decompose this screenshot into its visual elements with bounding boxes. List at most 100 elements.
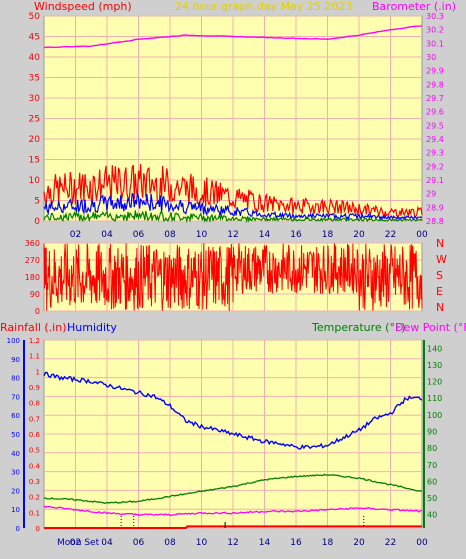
barometer-tick-label: 29.8 — [426, 80, 444, 89]
barometer-tick-label: 29.2 — [426, 162, 444, 171]
direction-tick-label: 0 — [35, 307, 40, 316]
temperature-tick-label: 60 — [427, 477, 437, 486]
humidity-tick-label: 100 — [7, 337, 20, 345]
mid-series — [43, 243, 423, 312]
windspeed-tick-label: 25 — [29, 115, 40, 125]
x-tick-label: 06 — [133, 230, 145, 240]
moon-set-label: Moon Set — [57, 538, 100, 548]
x-tick-label: 10 — [196, 538, 208, 548]
temperature-tick-label: 40 — [427, 511, 437, 520]
top-grid — [44, 15, 422, 222]
barometer-axis-title: Barometer (.in) — [372, 0, 456, 13]
barometer-tick-label: 28.8 — [426, 217, 444, 226]
humidity-tick-label: 70 — [11, 393, 20, 401]
mid-axes: 0 90 180 270 360 — [25, 239, 40, 316]
humidity-tick-label: 90 — [11, 356, 20, 364]
barometer-tick-label: 30.1 — [426, 39, 444, 48]
temperature-tick-label: 100 — [427, 411, 442, 420]
rain-tick-label: 0.9 — [29, 384, 40, 392]
windspeed-tick-label: 20 — [29, 135, 41, 145]
chart-title: 24 hour graph day May 25 2023 — [175, 0, 352, 13]
x-tick-label: 10 — [196, 230, 208, 240]
x-tick-label: 22 — [385, 230, 396, 240]
windspeed-tick-label: 15 — [29, 156, 40, 166]
temperature-tick-label: 80 — [427, 444, 437, 453]
barometer-tick-label: 30 — [426, 53, 436, 62]
rain-tick-label: 0.4 — [29, 462, 41, 470]
rain-tick-label: 0.2 — [29, 494, 40, 502]
x-tick-label: 18 — [322, 538, 334, 548]
rain-tick-label: 1.2 — [29, 337, 40, 345]
x-tick-label: 08 — [164, 538, 176, 548]
bottom-x-ticks: 02 04 06 08 10 12 14 16 18 20 22 00 — [70, 538, 428, 548]
barometer-tick-label: 29.9 — [426, 67, 444, 76]
x-tick-label: 22 — [385, 538, 396, 548]
windspeed-tick-label: 5 — [34, 197, 40, 207]
humidity-series — [43, 371, 423, 450]
humidity-tick-label: 0 — [16, 525, 20, 533]
x-tick-label: 06 — [133, 538, 145, 548]
bottom-grid — [44, 339, 422, 529]
rain-tick-label: 0.3 — [29, 478, 40, 486]
top-axes: 0 5 10 15 20 25 30 35 40 45 50 28.8 28.9 29 29.1 29.2 29… — [29, 12, 444, 240]
x-tick-label: 02 — [70, 538, 81, 548]
x-tick-label: 14 — [259, 230, 271, 240]
rain-tick-label: 0.5 — [29, 447, 40, 455]
windspeed-tick-label: 30 — [29, 94, 41, 104]
barometer-tick-label: 29.4 — [426, 135, 444, 144]
humidity-axis-title: Humidity — [67, 321, 117, 334]
barometer-tick-label: 29.3 — [426, 149, 444, 158]
direction-tick-label: 180 — [25, 273, 40, 282]
barometer-series — [43, 25, 423, 49]
temperature-tick-label: 130 — [427, 361, 442, 370]
bottom-axes: 0 10 20 30 40 50 60 70 80 90 100 0 0.1 0.2 0.3 0.4 0.5 0.… — [7, 337, 443, 533]
humidity-tick-label: 80 — [11, 375, 20, 383]
barometer-tick-label: 29 — [426, 190, 436, 199]
humidity-tick-label: 60 — [11, 412, 20, 420]
windspeed-tick-label: 40 — [29, 53, 41, 63]
dewpoint-series — [43, 505, 423, 517]
direction-tick-label: 360 — [25, 239, 40, 248]
barometer-tick-label: 29.6 — [426, 108, 444, 117]
humidity-tick-label: 30 — [11, 469, 20, 477]
x-tick-label: 00 — [416, 230, 428, 240]
compass-label-2: S — [436, 269, 443, 282]
compass-label-4: N — [436, 301, 444, 314]
windspeed-axis-title: Windspeed (mph) — [34, 0, 132, 13]
temperature-tick-label: 140 — [427, 344, 442, 353]
wind-gust-series — [43, 164, 423, 218]
barometer-tick-label: 29.5 — [426, 121, 444, 130]
rain-tick-label: 0.1 — [29, 509, 40, 517]
barometer-tick-label: 28.9 — [426, 203, 444, 212]
x-tick-label: 18 — [322, 230, 334, 240]
barometer-tick-label: 30.2 — [426, 26, 444, 35]
rain-tick-label: 0.8 — [29, 400, 40, 408]
barometer-tick-label: 30.3 — [426, 12, 444, 21]
rain-tick-label: 0.7 — [29, 415, 40, 423]
rain-tick-label: 1 — [36, 368, 40, 376]
temperature-tick-label: 50 — [427, 494, 437, 503]
windspeed-tick-label: 10 — [29, 176, 41, 186]
wind-direction-series — [43, 243, 423, 312]
wind-low-series — [43, 209, 423, 224]
x-tick-label: 04 — [101, 230, 113, 240]
rainfall-series — [44, 525, 422, 529]
humidity-tick-label: 50 — [11, 431, 20, 439]
windspeed-tick-label: 50 — [29, 12, 41, 22]
windspeed-tick-label: 45 — [29, 33, 40, 43]
x-tick-label: 08 — [164, 230, 176, 240]
x-tick-label: 14 — [259, 538, 271, 548]
rain-tick-label: 0 — [36, 525, 40, 533]
humidity-tick-label: 40 — [11, 450, 20, 458]
x-tick-label: 02 — [70, 230, 81, 240]
humidity-tick-label: 20 — [11, 487, 20, 495]
x-tick-label: 04 — [101, 538, 113, 548]
x-tick-label: 00 — [416, 538, 428, 548]
rainfall-axis-title: Rainfall (.in) — [0, 321, 67, 334]
direction-tick-label: 90 — [30, 290, 40, 299]
temperature-tick-label: 70 — [427, 461, 437, 470]
bottom-series — [43, 371, 423, 529]
